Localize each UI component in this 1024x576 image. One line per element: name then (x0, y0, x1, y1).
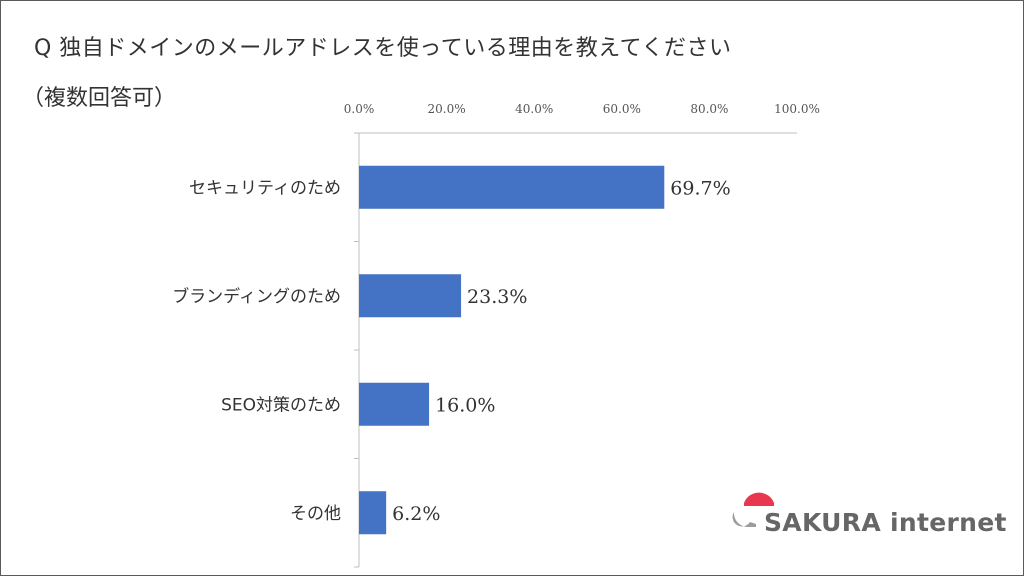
x-tick-label: 80.0% (690, 102, 728, 116)
data-label: 6.2% (392, 503, 440, 525)
bar (359, 274, 462, 318)
x-tick-label: 40.0% (515, 102, 553, 116)
data-label: 23.3% (467, 286, 527, 308)
bar (359, 382, 430, 426)
x-tick-label: 20.0% (428, 102, 466, 116)
chart-title: Q 独自ドメインのメールアドレスを使っている理由を教えてください (34, 36, 732, 61)
x-tick-label: 0.0% (344, 102, 375, 116)
sakura-internet-logo: SAKURA internet (730, 484, 1006, 544)
bar (359, 165, 665, 209)
data-label: 69.7% (670, 177, 730, 199)
sakura-logo-icon (732, 492, 774, 527)
chart-subtitle: （複数回答可） (22, 86, 177, 111)
x-tick-label: 60.0% (603, 102, 641, 116)
category-label: その他 (290, 504, 341, 524)
x-tick-label: 100.0% (774, 102, 820, 116)
logo-text: SAKURA internet (764, 508, 1007, 537)
category-label: セキュリティのため (189, 178, 341, 198)
data-label: 16.0% (435, 394, 495, 416)
category-label: SEO対策のため (221, 395, 341, 415)
category-label: ブランディングのため (172, 286, 341, 307)
bar (359, 491, 387, 535)
